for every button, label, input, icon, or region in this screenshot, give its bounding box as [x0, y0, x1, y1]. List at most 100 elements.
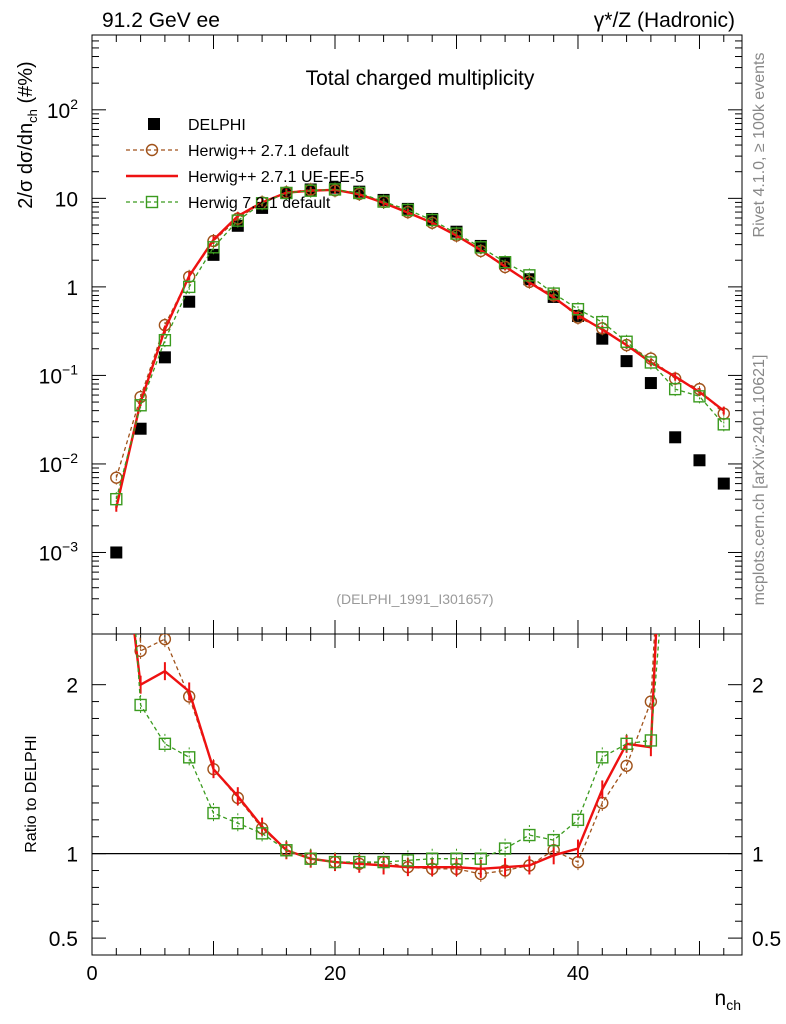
y-tick-label: 10−2	[39, 450, 79, 477]
rivet-label: Rivet 4.1.0, ≥ 100k events	[751, 53, 768, 238]
ratio-point	[547, 833, 560, 847]
process-label: γ*/Z (Hadronic)	[594, 9, 735, 32]
series-point	[523, 269, 536, 282]
ratio-y-tick-label: 2	[66, 675, 78, 698]
x-tick-label: 40	[567, 963, 589, 985]
legend-marker	[145, 143, 159, 157]
ratio-point	[255, 827, 269, 840]
ratio-point	[644, 695, 658, 708]
series-point	[158, 351, 171, 364]
y-tick-label: 10−3	[39, 538, 79, 565]
series-point	[596, 315, 609, 329]
ratio-point	[425, 852, 439, 865]
ratio-point	[377, 855, 390, 869]
ratio-point	[401, 854, 415, 867]
ratio-point	[670, 240, 681, 251]
chart-title: Total charged multiplicity	[306, 67, 535, 90]
series-point	[134, 399, 147, 412]
series-point	[717, 418, 730, 431]
ratio-series	[111, 122, 729, 884]
legend-label: Herwig 7.2.1 default	[188, 195, 331, 212]
series-point	[231, 214, 244, 227]
energy-label: 91.2 GeV ee	[102, 9, 220, 32]
ratio-y-tick-label-right: 2	[752, 675, 764, 698]
series-point	[353, 186, 366, 200]
main-series	[110, 181, 730, 559]
series-point	[498, 256, 512, 269]
ratio-point	[353, 855, 366, 869]
y-tick-label: 1	[66, 277, 78, 300]
series-point	[571, 302, 585, 316]
ratio-point	[182, 751, 196, 764]
series-point	[255, 197, 269, 210]
ratio-point	[280, 844, 293, 857]
series-point	[620, 355, 633, 368]
y-tick-label: 10−1	[39, 361, 79, 388]
ratio-point	[498, 842, 512, 855]
legend-label: Herwig++ 2.7.1 default	[188, 143, 350, 160]
ratio-plot-frame	[91, 633, 743, 956]
series-point	[644, 356, 658, 369]
ratio-y-tick-label-right: 0.5	[752, 928, 781, 951]
ratio-y-tick-label: 1	[66, 844, 78, 867]
ratio-point	[718, 223, 729, 234]
series-point	[158, 333, 172, 347]
series-point	[207, 234, 220, 248]
series-point	[328, 183, 342, 196]
series-point	[425, 213, 439, 227]
series-point	[110, 546, 123, 559]
ratio-y-axis-label: Ratio to DELPHI	[23, 735, 40, 852]
ratio-point	[231, 817, 244, 830]
legend: DELPHI Herwig++ 2.7.1 default Herwig++ 2.7…	[126, 117, 364, 212]
series-point	[110, 492, 123, 506]
ratio-point	[620, 759, 633, 772]
ratio-point	[134, 644, 147, 658]
series-point	[134, 422, 147, 435]
x-tick-label: 0	[86, 963, 97, 985]
series-line	[115, 188, 725, 509]
analysis-tag: (DELPHI_1991_I301657)	[336, 591, 493, 607]
series-point	[207, 241, 220, 254]
series-point	[182, 280, 196, 294]
ratio-point	[207, 806, 220, 820]
ratio-point	[620, 737, 633, 751]
series-point	[620, 335, 633, 348]
series-point	[596, 332, 609, 345]
ratio-point	[694, 122, 705, 133]
ratio-point	[111, 341, 122, 352]
legend-label: DELPHI	[188, 117, 246, 134]
ratio-point	[158, 737, 172, 751]
series-point	[280, 186, 293, 200]
ratio-point	[644, 734, 658, 747]
y-tick-label: 10	[55, 188, 78, 211]
legend-label: Herwig++ 2.7.1 UE-EE-5	[188, 169, 364, 186]
series-point	[693, 454, 706, 467]
ratio-point	[474, 852, 487, 865]
ratio-line	[133, 634, 658, 871]
series-point	[693, 390, 706, 403]
ratio-y-tick-label: 0.5	[49, 928, 78, 951]
series-point	[207, 248, 220, 261]
series-point	[669, 431, 682, 444]
axes: 0 20 40 10−3 10−2 10−1 1 10 102 0.5 0.5 1 1 2 2	[39, 34, 781, 985]
ratio-line	[135, 634, 660, 863]
ratio-point	[450, 852, 463, 865]
y-tick-label: 102	[47, 96, 78, 123]
series-point	[183, 295, 196, 308]
main-y-axis-label: 2/σ dσ/dnch (#%)	[15, 61, 40, 208]
ratio-point	[596, 751, 609, 764]
series-point	[401, 203, 415, 217]
series-point	[182, 270, 196, 283]
series-point	[304, 184, 317, 197]
ratio-point	[134, 698, 147, 712]
series-point	[644, 377, 657, 390]
ratio-point	[158, 634, 172, 646]
mcplots-label: mcplots.cern.ch [arXiv:2401.10621]	[751, 355, 768, 606]
series-point	[717, 477, 730, 490]
series-point	[450, 227, 463, 240]
ratio-y-tick-label-right: 1	[752, 844, 764, 867]
x-axis-label: nch	[715, 987, 741, 1013]
x-tick-label: 20	[324, 963, 346, 985]
series-point	[668, 382, 682, 396]
